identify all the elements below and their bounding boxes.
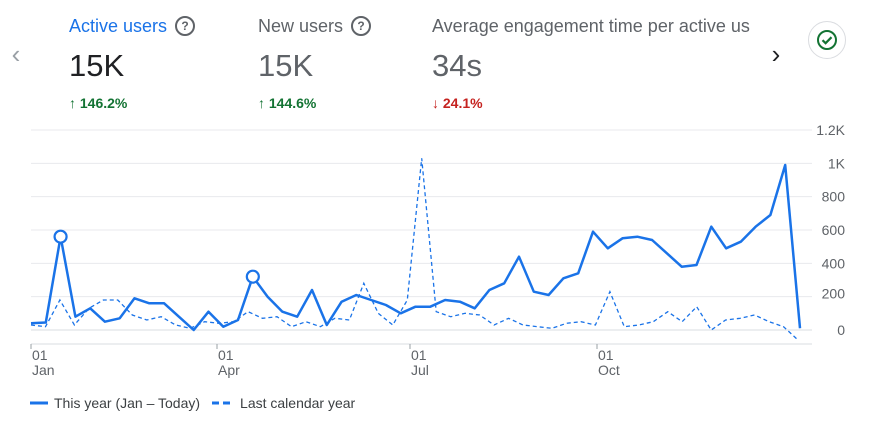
y-tick-label: 1.2K: [816, 122, 845, 138]
y-tick-label: 0: [837, 322, 845, 338]
chart-legend: This year (Jan – Today) Last calendar ye…: [30, 395, 367, 411]
metric-delta: ↓ 24.1%: [432, 94, 754, 112]
series-markers: [53, 229, 260, 284]
metric-active-users[interactable]: Active users? 15K ↑ 146.2%: [69, 14, 239, 112]
legend-item-last-year[interactable]: Last calendar year: [212, 395, 355, 411]
series-point-marker: [245, 269, 260, 284]
legend-label: This year (Jan – Today): [54, 395, 201, 411]
chevron-right-icon[interactable]: ›: [771, 39, 781, 69]
x-tick-month: Jan: [32, 362, 55, 378]
y-tick-label: 600: [822, 222, 846, 238]
metric-label: New users: [258, 16, 344, 36]
x-tick-month: Oct: [598, 362, 620, 378]
metric-label: Average engagement time per active us: [432, 16, 750, 36]
arrow-down-icon: ↓: [432, 95, 439, 111]
y-tick-label: 800: [822, 189, 846, 205]
metric-delta-value: 144.6%: [268, 95, 317, 111]
x-tick-day: 01: [598, 347, 614, 363]
x-tick-month: Apr: [218, 362, 240, 378]
legend-label: Last calendar year: [240, 395, 356, 411]
series-line-last-calendar-year: [30, 158, 799, 341]
y-axis-ticks: 1.2K 1K 800 600 400 200 0: [816, 122, 845, 338]
metric-value: 34s: [432, 48, 482, 83]
x-tick-day: 01: [218, 347, 234, 363]
x-tick-month: Jul: [411, 362, 429, 378]
y-tick-label: 200: [822, 286, 846, 302]
metric-delta-value: 24.1%: [442, 95, 483, 111]
x-tick-day: 01: [411, 347, 427, 363]
arrow-up-icon: ↑: [258, 95, 265, 111]
metric-delta: ↑ 144.6%: [258, 94, 408, 112]
chart-grid: [31, 129, 812, 345]
arrow-up-icon: ↑: [69, 95, 76, 111]
metric-value: 15K: [69, 48, 125, 83]
help-circle-icon[interactable]: ?: [351, 16, 372, 36]
help-circle-icon[interactable]: ?: [175, 16, 196, 36]
y-tick-label: 1K: [828, 155, 846, 171]
y-tick-label: 400: [822, 255, 846, 271]
metric-new-users[interactable]: New users? 15K ↑ 144.6%: [258, 14, 408, 112]
check-circle-icon[interactable]: [808, 21, 846, 59]
series-line-this-year: [30, 163, 802, 332]
metric-value: 15K: [258, 48, 314, 83]
chevron-left-icon[interactable]: ‹: [11, 39, 21, 69]
metric-engagement-time[interactable]: Average engagement time per active us 34…: [432, 14, 754, 112]
x-tick-day: 01: [32, 347, 48, 363]
metric-delta-value: 146.2%: [79, 95, 128, 111]
series-point-marker: [53, 229, 68, 244]
legend-item-this-year[interactable]: This year (Jan – Today): [30, 395, 200, 411]
metric-delta: ↑ 146.2%: [69, 94, 239, 112]
metric-label: Active users: [69, 16, 168, 36]
